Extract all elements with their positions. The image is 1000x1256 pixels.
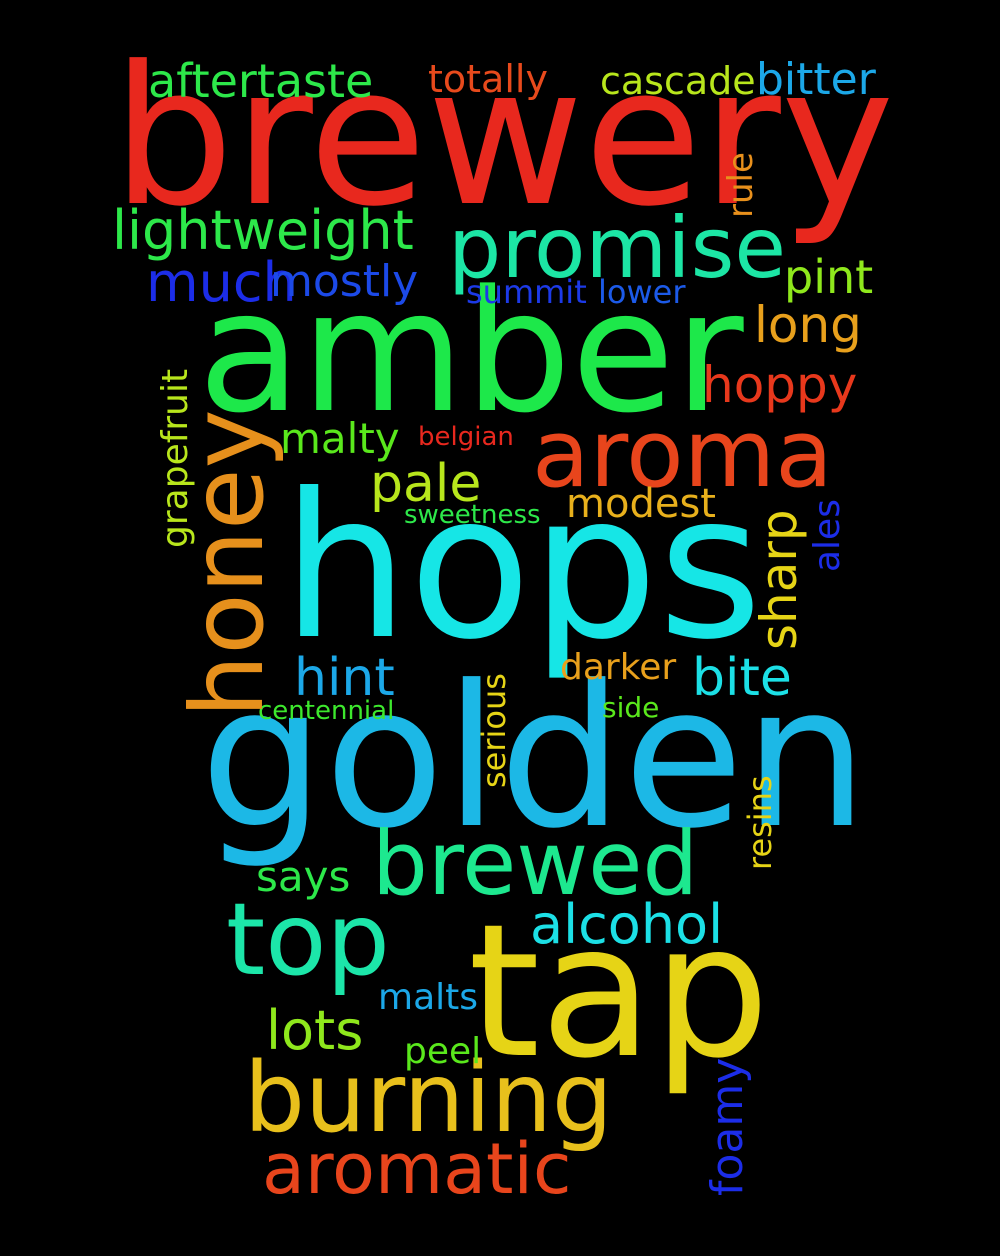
word-burning: burning (244, 1042, 613, 1154)
word-hops: hops (282, 451, 763, 684)
word-belgian: belgian (418, 422, 514, 452)
word-hint: hint (294, 648, 395, 708)
word-lots: lots (266, 999, 364, 1062)
word-lower: lower (598, 273, 686, 311)
word-top: top (226, 881, 390, 998)
word-sharp: sharp (750, 509, 808, 650)
word-malts: malts (378, 977, 479, 1018)
word-side: side (602, 691, 660, 724)
word-tap: tap (468, 885, 770, 1099)
word-aroma: aroma (532, 400, 833, 509)
word-centennial: centennial (258, 696, 395, 726)
word-ales: ales (807, 499, 848, 572)
word-lightweight: lightweight (112, 199, 414, 262)
word-peel: peel (404, 1031, 482, 1072)
word-malty: malty (280, 414, 400, 463)
word-long: long (754, 296, 862, 354)
word-golden: golden (200, 644, 869, 872)
word-amber: amber (198, 254, 744, 450)
word-bitter: bitter (756, 54, 876, 105)
word-pint: pint (784, 250, 874, 304)
word-bite: bite (692, 648, 792, 708)
word-rule: rule (721, 152, 761, 218)
word-grapefruit: grapefruit (155, 368, 196, 548)
word-totally: totally (428, 57, 548, 101)
word-alcohol: alcohol (530, 893, 724, 956)
word-sweetness: sweetness (404, 500, 541, 530)
word-hoppy: hoppy (702, 356, 858, 414)
word-says: says (256, 852, 351, 901)
word-summit: summit (466, 273, 587, 311)
word-brewed: brewed (372, 812, 699, 915)
word-foamy: foamy (702, 1057, 753, 1196)
word-cascade: cascade (600, 59, 756, 103)
word-promise: promise (448, 199, 787, 297)
word-pale: pale (370, 454, 482, 514)
word-modest: modest (566, 481, 716, 527)
word-serious: serious (475, 673, 513, 788)
word-aftertaste: aftertaste (148, 54, 374, 108)
word-darker: darker (560, 647, 677, 688)
word-much: much (146, 251, 297, 314)
word-aromatic: aromatic (262, 1128, 572, 1210)
word-brewery: brewery (112, 26, 895, 249)
word-resins: resins (741, 775, 779, 870)
word-mostly: mostly (270, 256, 419, 307)
